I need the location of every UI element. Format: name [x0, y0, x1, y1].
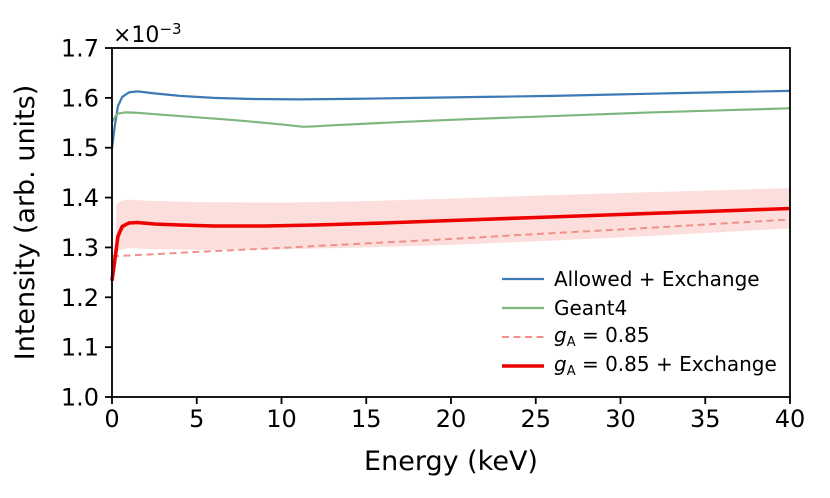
- legend-item-allowed-exchange: Allowed + Exchange: [500, 266, 777, 292]
- x-tick-label: 5: [189, 405, 204, 433]
- y-tick-label: 1.4: [61, 184, 99, 212]
- legend-label-suffix: = 0.85 + Exchange: [575, 352, 777, 376]
- legend-line-sample-red: [502, 364, 544, 368]
- x-tick-label: 25: [520, 405, 551, 433]
- y-tick-label: 1.7: [61, 35, 99, 63]
- legend-line-sample-blue: [502, 277, 544, 281]
- x-axis-label: Energy (keV): [364, 446, 538, 477]
- x-tick-label: 40: [775, 405, 806, 433]
- y-tick-label: 1.2: [61, 284, 99, 312]
- y-tick-label: 1.3: [61, 234, 99, 262]
- y-tick-label: 1.0: [61, 384, 99, 412]
- legend-label: gA = 0.85: [554, 322, 650, 352]
- series-line-allowed-exchange: [110, 89, 791, 149]
- x-axis: 0 5 10 15 20 25 30 35 40: [104, 397, 805, 433]
- x-tick-label: 10: [266, 405, 297, 433]
- legend-label: Geant4: [554, 296, 628, 320]
- legend-label-suffix: = 0.85: [575, 323, 650, 347]
- math-subscript-A: A: [566, 335, 576, 350]
- x-tick-label: 0: [104, 405, 119, 433]
- legend-item-ga: gA = 0.85: [500, 322, 777, 352]
- legend-line-sample-green: [502, 306, 544, 310]
- x-tick-label: 20: [436, 405, 467, 433]
- y-axis: 1.0 1.1 1.2 1.3 1.4 1.5 1.6 1.7: [61, 35, 112, 412]
- legend-item-ga-exchange: gA = 0.85 + Exchange: [500, 351, 777, 381]
- x-tick-label: 15: [351, 405, 382, 433]
- math-symbol-g: g: [554, 323, 567, 347]
- legend: Allowed + Exchange Geant4 gA = 0.85 gA =…: [500, 266, 777, 382]
- math-subscript-A: A: [566, 364, 576, 379]
- legend-label: gA = 0.85 + Exchange: [554, 351, 777, 381]
- legend-line-sample-dashed-red: [502, 336, 544, 338]
- math-symbol-g: g: [554, 352, 567, 376]
- y-tick-label: 1.5: [61, 134, 99, 162]
- y-tick-label: 1.6: [61, 84, 99, 112]
- y-axis-offset-text: ×10−3: [113, 20, 182, 48]
- x-tick-label: 35: [690, 405, 721, 433]
- series-line-ga-0-85-exchange: [110, 206, 791, 282]
- y-tick-label: 1.1: [61, 334, 99, 362]
- x-tick-label: 30: [605, 405, 636, 433]
- series-line-ga-0-85: [111, 218, 791, 258]
- y-axis-label: Intensity (arb. units): [10, 85, 41, 361]
- legend-item-geant4: Geant4: [500, 295, 777, 321]
- series-line-geant4: [111, 107, 791, 128]
- legend-label: Allowed + Exchange: [554, 267, 760, 291]
